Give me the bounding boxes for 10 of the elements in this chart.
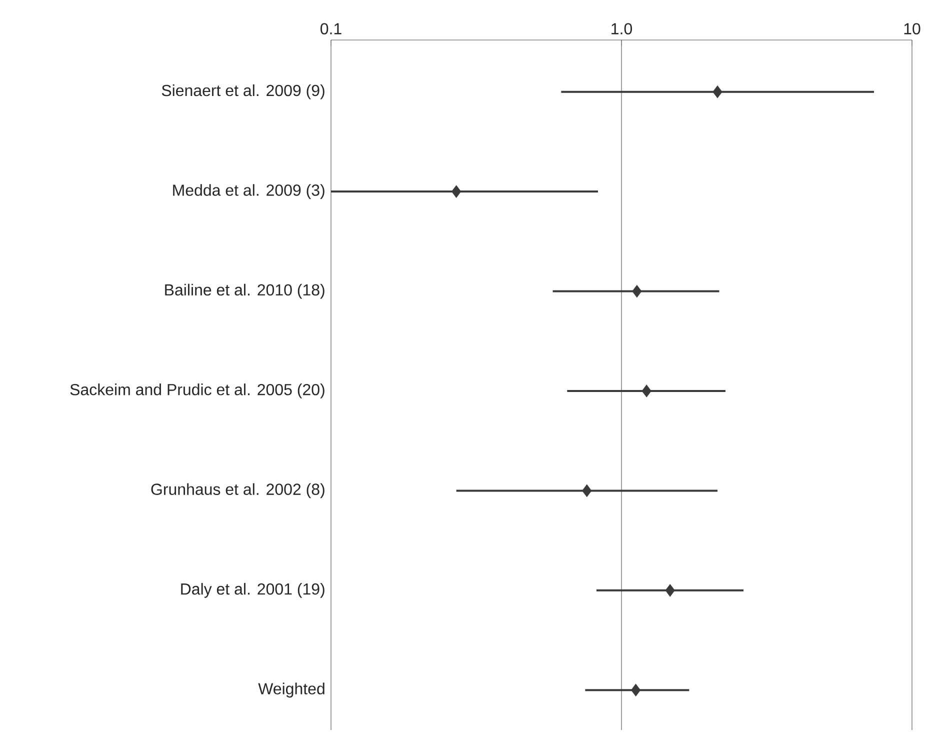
y-tick-label: Daly et al. 2001 (19) [181, 582, 324, 598]
x-tick-label: 10 [904, 23, 920, 34]
y-tick-label: Sienaert et al. 2009 (9) [162, 84, 324, 100]
y-tick-label: Medda et al. 2009 (3) [173, 184, 324, 199]
y-tick-label: Bailine et al. 2010 (18) [165, 284, 324, 299]
y-tick-label: Sackeim and Prudic et al. 2005 (20) [70, 384, 324, 398]
x-tick-label: 1.0 [612, 23, 632, 34]
y-tick-label: Weighted [258, 682, 324, 698]
x-tick-label: 0.1 [320, 23, 342, 34]
y-tick-label: Grunhaus et al. 2002 (8) [151, 483, 324, 498]
